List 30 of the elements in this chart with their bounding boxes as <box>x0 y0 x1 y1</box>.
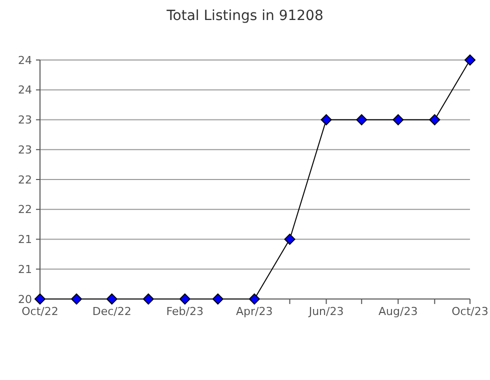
point <box>356 114 368 126</box>
point <box>392 114 404 126</box>
x-tick-label: Dec/22 <box>92 305 132 318</box>
x-tick-label: Aug/23 <box>378 305 418 318</box>
point <box>320 114 332 126</box>
y-tick-label: 22 <box>18 173 32 186</box>
y-tick-label: 21 <box>18 262 32 276</box>
point <box>464 54 476 66</box>
y-tick-label: 24 <box>18 54 32 67</box>
point <box>212 294 224 304</box>
x-tick-label: Oct/23 <box>452 305 488 318</box>
point <box>106 294 118 304</box>
y-tick-label: 23 <box>18 114 32 127</box>
y-tick-label: 22 <box>18 203 32 216</box>
chart-title: Total Listings in 91208 <box>166 8 324 24</box>
x-tick-label: Apr/23 <box>236 305 273 318</box>
y-tick-label: 23 <box>18 143 32 156</box>
x-tick-label: Feb/23 <box>166 305 204 318</box>
point <box>142 294 154 304</box>
point <box>284 234 296 245</box>
y-tick-label: 20 <box>18 292 32 306</box>
point <box>429 114 440 126</box>
x-tick-label: Jun/23 <box>308 305 344 318</box>
point <box>71 294 82 304</box>
point <box>179 294 190 304</box>
x-tick-label: Oct/22 <box>22 305 58 318</box>
point <box>248 294 260 304</box>
y-tick-label: 21 <box>18 233 32 246</box>
point <box>34 294 46 304</box>
y-tick-label: 24 <box>18 84 32 97</box>
